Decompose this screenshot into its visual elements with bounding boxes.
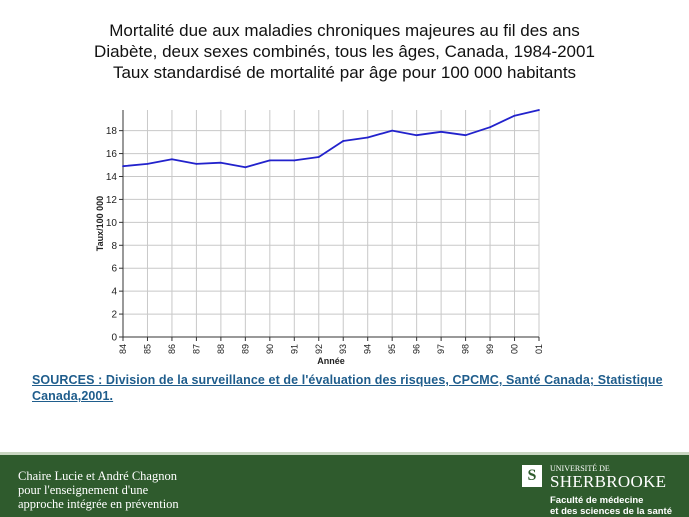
x-tick-label: 99: [485, 344, 495, 354]
chaire-line-2: pour l'enseignement d'une: [18, 483, 149, 497]
university-name: SHERBROOKE: [550, 472, 667, 491]
title-line-2: Diabète, deux sexes combinés, tous les â…: [94, 42, 595, 61]
data-point: [219, 161, 222, 164]
sources-link[interactable]: SOURCES : Division de la surveillance et…: [32, 373, 663, 403]
y-tick-label: 2: [111, 310, 117, 321]
y-tick-label: 16: [106, 149, 118, 160]
data-point: [391, 129, 394, 132]
x-tick-label: 88: [216, 344, 226, 354]
chaire-line-3: approche intégrée en prévention: [18, 497, 179, 511]
chaire-line-1: Chaire Lucie et André Chagnon: [18, 469, 177, 483]
data-point: [415, 134, 418, 137]
data-point: [538, 109, 540, 111]
x-tick-label: 91: [289, 344, 299, 354]
y-tick-label: 0: [111, 333, 117, 344]
faculty-line-1: Faculté de médecine: [550, 495, 644, 506]
data-point: [293, 159, 296, 162]
x-tick-label: 93: [338, 344, 348, 354]
faculty-line-2: et des sciences de la santé: [550, 506, 672, 517]
x-tick-label: 92: [314, 344, 324, 354]
data-point: [317, 156, 320, 158]
line-chart: 0 2 4 6 8 10 12 14 16 18 84 85 86 87 88 89 90 91 92 93 94 95 9…: [86, 100, 556, 368]
x-tick-label: 89: [240, 344, 250, 354]
faculty-text: Faculté de médecine et des sciences de l…: [550, 495, 672, 517]
y-tick-label: 4: [111, 287, 117, 298]
title-line-3: Taux standardisé de mortalité par âge po…: [112, 63, 577, 82]
data-point: [268, 159, 271, 162]
y-tick-label: 10: [106, 218, 118, 229]
title-line-1: Mortalité due aux maladies chroniques ma…: [109, 21, 580, 40]
x-axis-label: Année: [317, 356, 345, 366]
data-point: [342, 140, 345, 142]
data-point: [464, 134, 467, 137]
x-tick-label: 85: [142, 344, 152, 354]
y-tick-label: 8: [111, 241, 117, 252]
y-tick-label: 14: [106, 172, 118, 183]
y-tick-label: 12: [106, 195, 118, 206]
footer-divider: [0, 452, 689, 455]
chart-svg: 0 2 4 6 8 10 12 14 16 18 84 85 86 87 88 89 90 91 92 93 94 95 9…: [95, 109, 544, 366]
data-point: [195, 162, 198, 165]
y-tick-label: 6: [111, 264, 117, 275]
x-tick-label: 01: [534, 344, 544, 354]
x-tick-label: 94: [363, 344, 373, 354]
data-point: [146, 162, 149, 165]
data-point: [489, 126, 491, 129]
data-point: [513, 114, 516, 117]
data-point: [366, 136, 369, 139]
data-point: [171, 158, 173, 161]
x-tick-label: 98: [461, 344, 471, 354]
x-tick-label: 95: [387, 344, 397, 354]
x-tick-label: 86: [167, 344, 177, 354]
footer-band: Chaire Lucie et André Chagnon pour l'ens…: [0, 452, 689, 517]
x-tick-label: 00: [510, 344, 520, 354]
y-tick-label: 18: [106, 126, 118, 137]
series-line: [122, 109, 540, 169]
chaire-text: Chaire Lucie et André Chagnon pour l'ens…: [18, 469, 179, 511]
plot-area: [123, 110, 539, 337]
university-logo-icon: S: [522, 465, 542, 487]
x-tick-label: 96: [412, 344, 422, 354]
data-point: [440, 130, 443, 133]
data-point: [122, 165, 124, 168]
university-label: UNIVERSITÉ DE: [550, 464, 610, 473]
x-tick-label: 84: [118, 344, 128, 354]
y-axis-label: Taux/100 000: [95, 196, 105, 251]
x-tick-label: 97: [436, 344, 446, 354]
x-tick-label: 90: [265, 344, 275, 354]
x-tick-label: 87: [191, 344, 201, 354]
data-point: [244, 166, 247, 169]
chart-title: Mortalité due aux maladies chroniques ma…: [0, 20, 689, 83]
